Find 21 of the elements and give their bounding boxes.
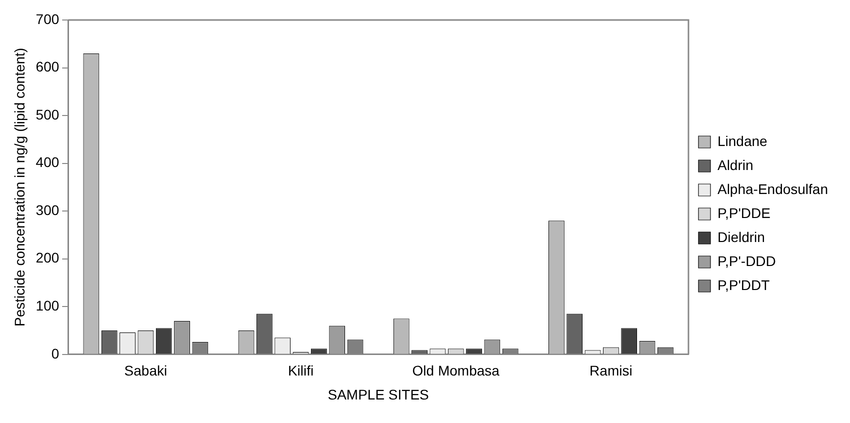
- x-tick-label: Kilifi: [288, 362, 314, 379]
- legend-label: P,P'DDE: [717, 204, 770, 221]
- x-tick-label: Sabaki: [124, 362, 168, 379]
- y-tick-label: 700: [36, 10, 60, 27]
- x-tick-label: Ramisi: [590, 362, 632, 379]
- y-tick-label: 500: [36, 106, 60, 122]
- y-tick-label: 0: [51, 345, 60, 362]
- y-tick-label: 300: [36, 202, 60, 218]
- y-axis-title: Pesticide concentration in ng/g (lipid content): [11, 48, 28, 327]
- legend-label: Alpha-Endosulfan: [717, 180, 828, 197]
- legend-label: Lindane: [717, 132, 768, 149]
- y-tick-label: 200: [36, 250, 60, 266]
- x-axis-title: SAMPLE SITES: [328, 386, 429, 402]
- y-tick-label: 600: [36, 58, 60, 75]
- y-tick-label: 100: [36, 297, 60, 314]
- x-tick-label: Old Mombasa: [412, 362, 500, 379]
- legend-label: P,P'-DDD: [717, 252, 776, 269]
- y-tick-label: 400: [36, 154, 60, 170]
- legend-label: Aldrin: [717, 156, 754, 173]
- legend-label: Dieldrin: [717, 228, 765, 245]
- legend-label: P,P'DDT: [717, 276, 770, 293]
